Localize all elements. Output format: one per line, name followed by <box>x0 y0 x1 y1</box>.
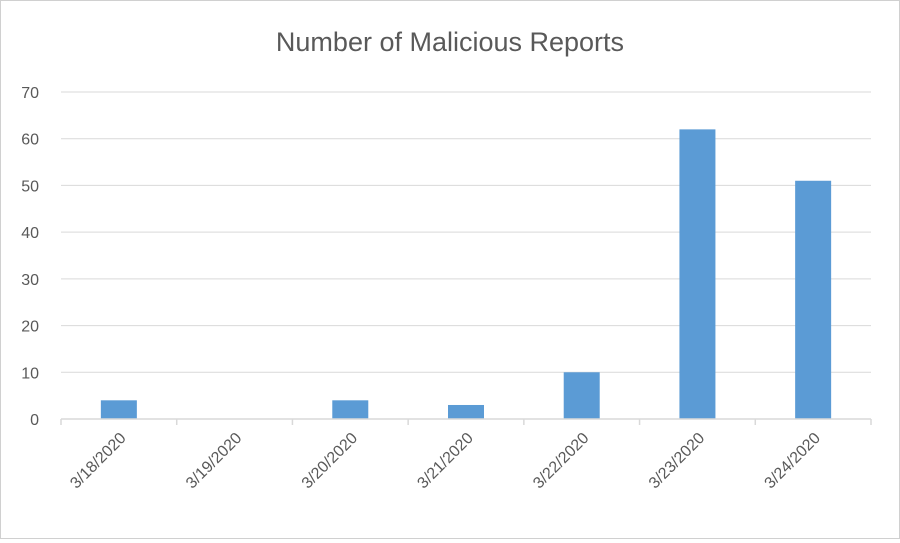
y-tick-label: 30 <box>21 272 39 289</box>
x-tick-label: 3/23/2020 <box>646 430 708 492</box>
x-tick-label: 3/20/2020 <box>299 430 361 492</box>
y-tick-label: 0 <box>30 412 39 429</box>
gridlines <box>61 91 871 373</box>
x-axis: 3/18/2020 3/19/2020 3/20/2020 3/21/2020 3/22… <box>60 418 872 492</box>
bar-3/24/2020 <box>795 180 832 419</box>
x-tick-label: 3/18/2020 <box>67 430 129 492</box>
bar-3/18/2020 <box>100 400 137 419</box>
bar-3/23/2020 <box>679 129 716 419</box>
y-tick-label: 70 <box>21 85 39 102</box>
y-tick-label: 60 <box>21 132 39 149</box>
bar-3/22/2020 <box>563 372 600 419</box>
y-axis: 0 10 20 30 40 50 60 70 <box>21 85 39 429</box>
y-tick-label: 20 <box>21 319 39 336</box>
x-tick-label: 3/19/2020 <box>183 430 245 492</box>
y-tick-label: 50 <box>21 178 39 195</box>
chart-title: Number of Malicious Reports <box>276 27 624 57</box>
bar-3/21/2020 <box>448 404 484 419</box>
x-tick-label: 3/22/2020 <box>530 430 592 492</box>
bar-3/20/2020 <box>332 400 369 419</box>
x-tick-label: 3/21/2020 <box>414 430 476 492</box>
x-tick-label: 3/24/2020 <box>762 430 824 492</box>
y-tick-label: 10 <box>21 365 39 382</box>
bars <box>100 129 832 419</box>
y-tick-label: 40 <box>21 225 39 242</box>
